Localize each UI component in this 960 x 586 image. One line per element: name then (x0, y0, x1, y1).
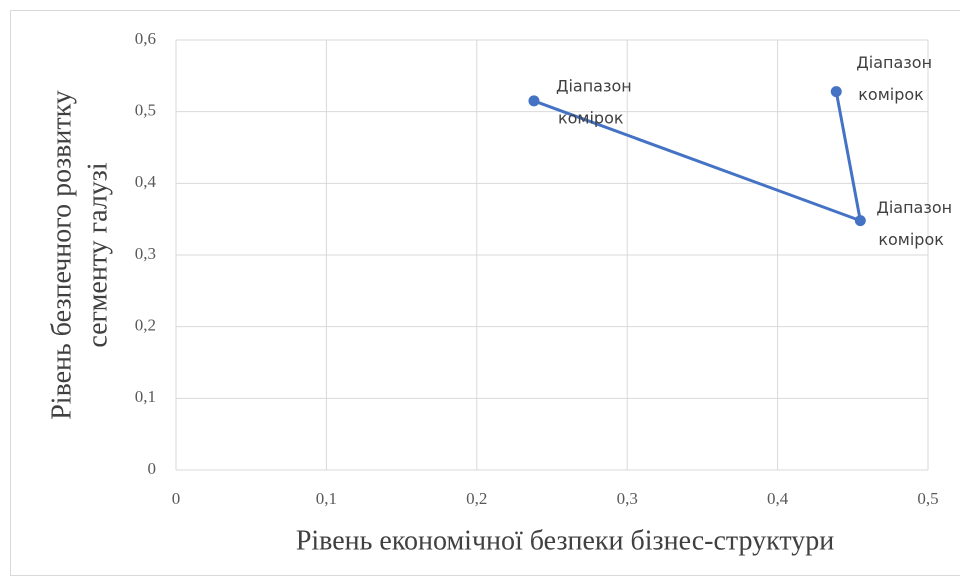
point-label: Діапазон (876, 198, 952, 217)
x-tick-label: 0,1 (316, 489, 337, 508)
x-tick-label: 0 (172, 489, 181, 508)
x-tick-label: 0,5 (917, 489, 938, 508)
x-tick-label: 0,4 (767, 489, 789, 508)
x-axis-label: Рівень економічної безпеки бізнес-структ… (296, 525, 834, 556)
y-tick-label: 0 (148, 459, 157, 478)
point-label: комірок (558, 108, 624, 127)
y-axis-label: Рівень безпечного розвитку сегменту галу… (46, 90, 113, 420)
y-tick-label: 0,3 (135, 244, 156, 263)
y-axis-label-line: Рівень безпечного розвитку (46, 90, 77, 420)
point-label: Діапазон (856, 53, 932, 72)
point (854, 215, 866, 227)
y-tick-label: 0,5 (135, 101, 156, 120)
y-tick-label: 0,2 (135, 316, 156, 335)
point (830, 86, 842, 98)
x-tick-label: 0,3 (617, 489, 638, 508)
point-label: комірок (858, 85, 924, 104)
point (528, 95, 540, 107)
y-tick-label: 0,1 (135, 387, 156, 406)
chart-border (10, 10, 960, 576)
point-label: Діапазон (556, 76, 632, 95)
x-tick-label: 0,2 (466, 489, 487, 508)
y-tick-label: 0,6 (135, 29, 156, 48)
y-axis-label-line: сегменту галузі (82, 162, 113, 348)
y-tick-label: 0,4 (135, 172, 157, 191)
point-label: комірок (878, 230, 944, 249)
